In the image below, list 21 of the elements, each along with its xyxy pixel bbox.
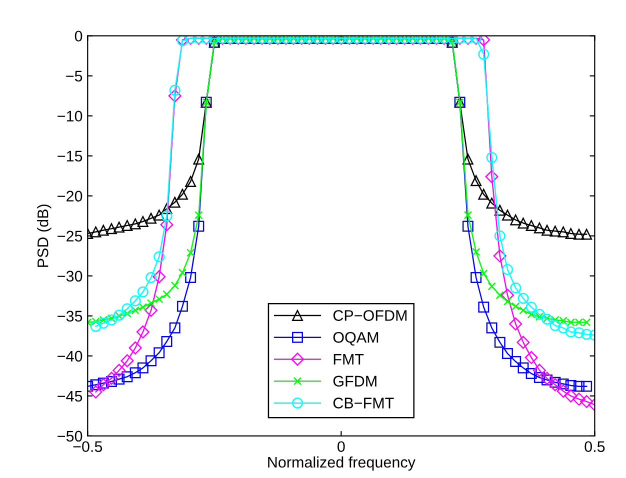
y-tick-label: 0 [74,30,82,42]
y-tick-label: −30 [58,270,82,282]
legend-label: OQAM [333,332,378,346]
y-tick-label: −5 [66,70,82,82]
y-tick-label: −10 [58,110,82,122]
x-axis-title: Normalized frequency [268,456,416,471]
x-tick-label: 0 [338,441,345,452]
legend-label: GFDM [333,376,376,387]
x-tick-label: −0.5 [73,441,102,452]
y-tick-label: −40 [58,350,82,362]
x-tick-label: 0.5 [584,441,605,452]
legend-label: CB−FMT [333,398,394,408]
y-tick-label: −25 [58,230,82,242]
y-tick-label: −15 [58,150,82,162]
y-tick-label: −45 [58,390,82,402]
legend-label: FMT [334,354,364,365]
y-tick-label: −50 [58,430,82,442]
legend-label: CP−OFDM [333,310,407,321]
y-tick-label: −20 [58,190,82,202]
y-tick-label: −35 [58,310,82,322]
y-axis-title: PSD (dB) [37,204,52,267]
